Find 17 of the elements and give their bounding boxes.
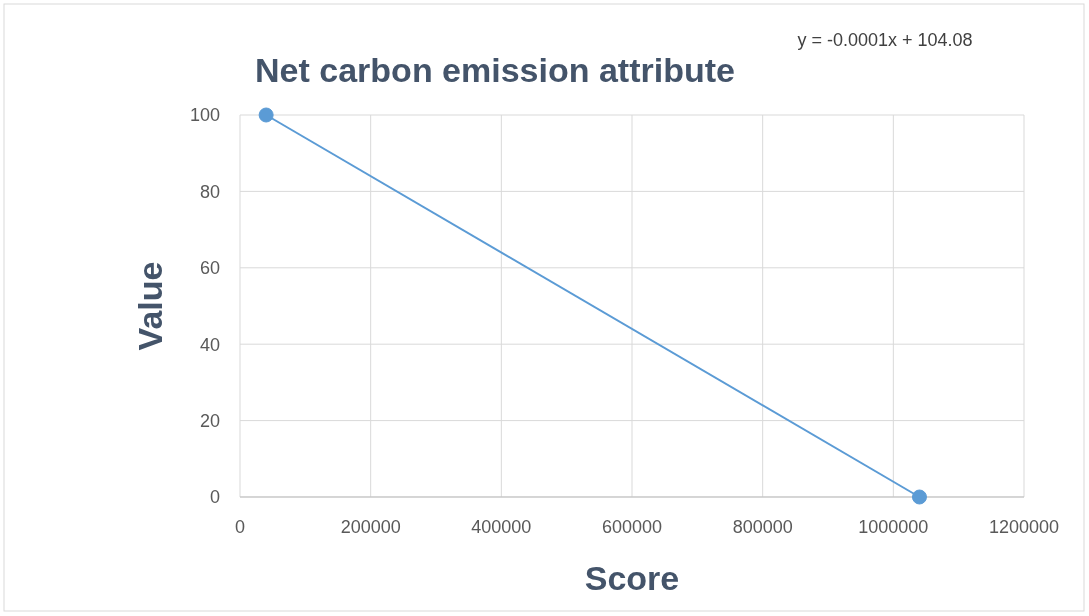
x-tick-label: 0 — [234, 517, 246, 537]
y-axis-title: Value — [131, 261, 169, 351]
x-axis-title: Score — [584, 559, 680, 597]
x-tick-label: 400000 — [471, 517, 532, 537]
y-tick-label: 20 — [199, 410, 220, 431]
x-tick-label: 200000 — [340, 517, 401, 537]
y-tick-label: 100 — [189, 105, 220, 126]
x-tick-label: 800000 — [732, 517, 793, 537]
y-tick-label: 0 — [209, 487, 220, 508]
x-tick-label: 1000000 — [858, 517, 929, 537]
chart-title: Net carbon emission attribute — [255, 51, 735, 89]
x-tick-label: 1200000 — [988, 517, 1060, 537]
y-tick-label: 80 — [199, 181, 220, 202]
text: y = -0.0001x + 104.08 — [797, 30, 973, 50]
y-tick-label: 60 — [199, 258, 220, 279]
x-tick-label: 600000 — [601, 517, 663, 537]
y-tick-label: 40 — [199, 334, 220, 355]
